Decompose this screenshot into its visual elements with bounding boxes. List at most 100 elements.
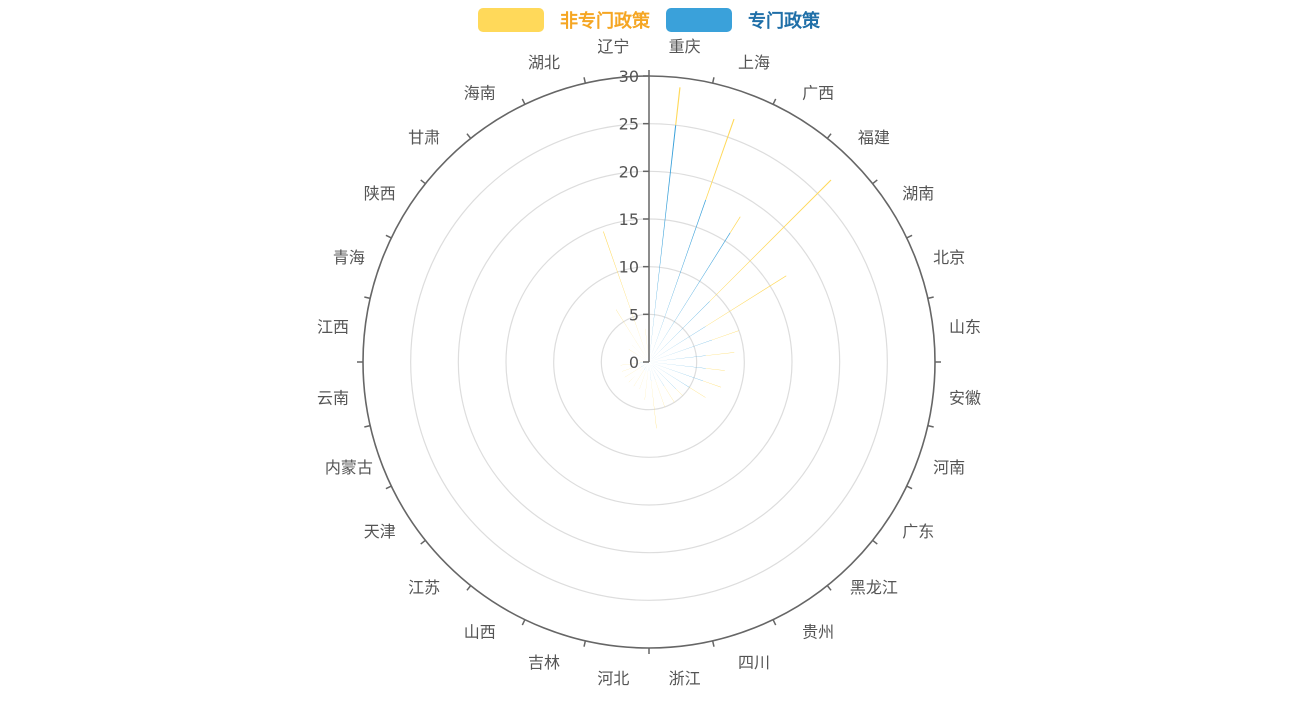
bar-non-dedicated-7	[705, 368, 725, 371]
angle-tick	[385, 234, 392, 239]
bar-dedicated-14	[647, 362, 649, 372]
bar-non-dedicated-15	[639, 370, 646, 390]
bar-non-dedicated-8	[702, 380, 722, 388]
legend-item-dedicated[interactable]: 专门政策	[666, 7, 820, 33]
bar-non-dedicated-25	[615, 309, 647, 358]
category-label: 北京	[933, 248, 965, 267]
category-label: 江西	[317, 317, 349, 336]
bar-dedicated-8	[649, 362, 704, 382]
category-label: 广东	[902, 522, 934, 541]
bar-non-dedicated-23	[628, 349, 645, 360]
category-label: 重庆	[669, 37, 701, 56]
radius-label: 30	[619, 67, 639, 86]
bar-non-dedicated-4	[705, 275, 787, 327]
radius-label: 15	[619, 210, 639, 229]
bar-dedicated-6	[649, 355, 706, 362]
angle-tick	[385, 485, 392, 490]
radius-label: 20	[619, 162, 639, 181]
bar-non-dedicated-16	[633, 370, 644, 387]
category-label: 内蒙古	[325, 458, 373, 477]
radius-label: 10	[619, 258, 639, 277]
bar-dedicated-9	[649, 362, 690, 388]
bar-dedicated-24	[645, 358, 649, 362]
bar-non-dedicated-5	[711, 330, 740, 341]
bar-non-dedicated-22	[635, 357, 645, 361]
angle-tick	[420, 539, 426, 545]
angle-tick	[711, 77, 715, 84]
category-label: 陕西	[364, 184, 396, 203]
legend-swatch-non-dedicated	[478, 8, 544, 32]
bar-dedicated-5	[649, 339, 713, 362]
bar-non-dedicated-18	[624, 367, 641, 378]
category-label: 浙江	[669, 669, 701, 688]
bar-dedicated-17	[642, 362, 649, 369]
bar-non-dedicated-13	[651, 380, 657, 429]
bar-non-dedicated-17	[628, 368, 643, 383]
legend-item-non-dedicated[interactable]: 非专门政策	[478, 7, 650, 33]
angle-tick	[521, 98, 526, 105]
angle-tick	[906, 485, 913, 490]
category-label: 山东	[949, 317, 981, 336]
category-label: 湖南	[902, 184, 934, 203]
category-label: 河北	[597, 669, 629, 688]
category-label: 安徽	[949, 389, 981, 408]
bar-dedicated-3	[649, 301, 710, 362]
angle-tick	[872, 179, 878, 185]
bar-non-dedicated-26	[603, 231, 648, 358]
bar-non-dedicated-12	[655, 379, 665, 408]
angle-tick	[364, 296, 371, 300]
bar-non-dedicated-20	[620, 363, 640, 366]
bar-non-dedicated-27	[645, 328, 649, 358]
radius-label: 0	[629, 353, 639, 372]
angle-tick	[583, 77, 587, 84]
angle-tick	[927, 296, 934, 300]
angle-tick	[583, 640, 587, 647]
bar-dedicated-16	[643, 362, 649, 371]
category-label: 贵州	[802, 622, 834, 641]
bar-dedicated-2	[649, 232, 731, 362]
legend-swatch-dedicated	[666, 8, 732, 32]
angle-tick	[826, 133, 832, 139]
angle-tick	[906, 234, 913, 239]
angle-tick	[826, 585, 832, 591]
bar-non-dedicated-9	[689, 387, 706, 398]
radius-label: 5	[629, 305, 639, 324]
bar-non-dedicated-14	[644, 371, 648, 400]
bar-dedicated-18	[640, 362, 649, 368]
radius-label: 25	[619, 115, 639, 134]
bar-non-dedicated-2	[729, 216, 741, 234]
angle-tick	[772, 98, 777, 105]
bar-dedicated-12	[649, 362, 656, 381]
category-label: 江苏	[408, 578, 440, 597]
angle-tick	[466, 133, 472, 139]
category-label: 吉林	[528, 653, 560, 672]
bar-non-dedicated-3	[709, 179, 832, 302]
bar-dedicated-11	[649, 362, 665, 387]
category-label: 四川	[738, 653, 770, 672]
bar-non-dedicated-0	[675, 87, 681, 126]
category-label: 云南	[317, 389, 349, 408]
bar-dedicated-19	[639, 362, 649, 366]
angle-tick	[364, 424, 371, 428]
category-label: 黑龙江	[850, 578, 898, 597]
bar-non-dedicated-1	[705, 118, 735, 201]
category-label: 上海	[738, 53, 770, 72]
legend-label-dedicated: 专门政策	[748, 11, 820, 32]
bar-dedicated-0	[649, 125, 677, 362]
angle-tick	[466, 585, 472, 591]
bar-dedicated-7	[649, 362, 706, 369]
bar-dedicated-1	[649, 199, 707, 362]
bar-dedicated-4	[649, 326, 706, 362]
category-label: 福建	[858, 128, 890, 147]
chart-legend: 非专门政策 专门政策	[0, 7, 1298, 33]
category-label: 山西	[464, 622, 496, 641]
bar-non-dedicated-19	[621, 365, 641, 372]
angle-tick	[772, 619, 777, 626]
bar-non-dedicated-6	[705, 352, 735, 356]
category-label: 海南	[464, 84, 496, 103]
category-label: 河南	[933, 458, 965, 477]
legend-label-non-dedicated: 非专门政策	[560, 11, 650, 32]
category-label: 甘肃	[408, 128, 440, 147]
category-label: 辽宁	[597, 37, 629, 56]
bar-dedicated-10	[649, 362, 677, 390]
